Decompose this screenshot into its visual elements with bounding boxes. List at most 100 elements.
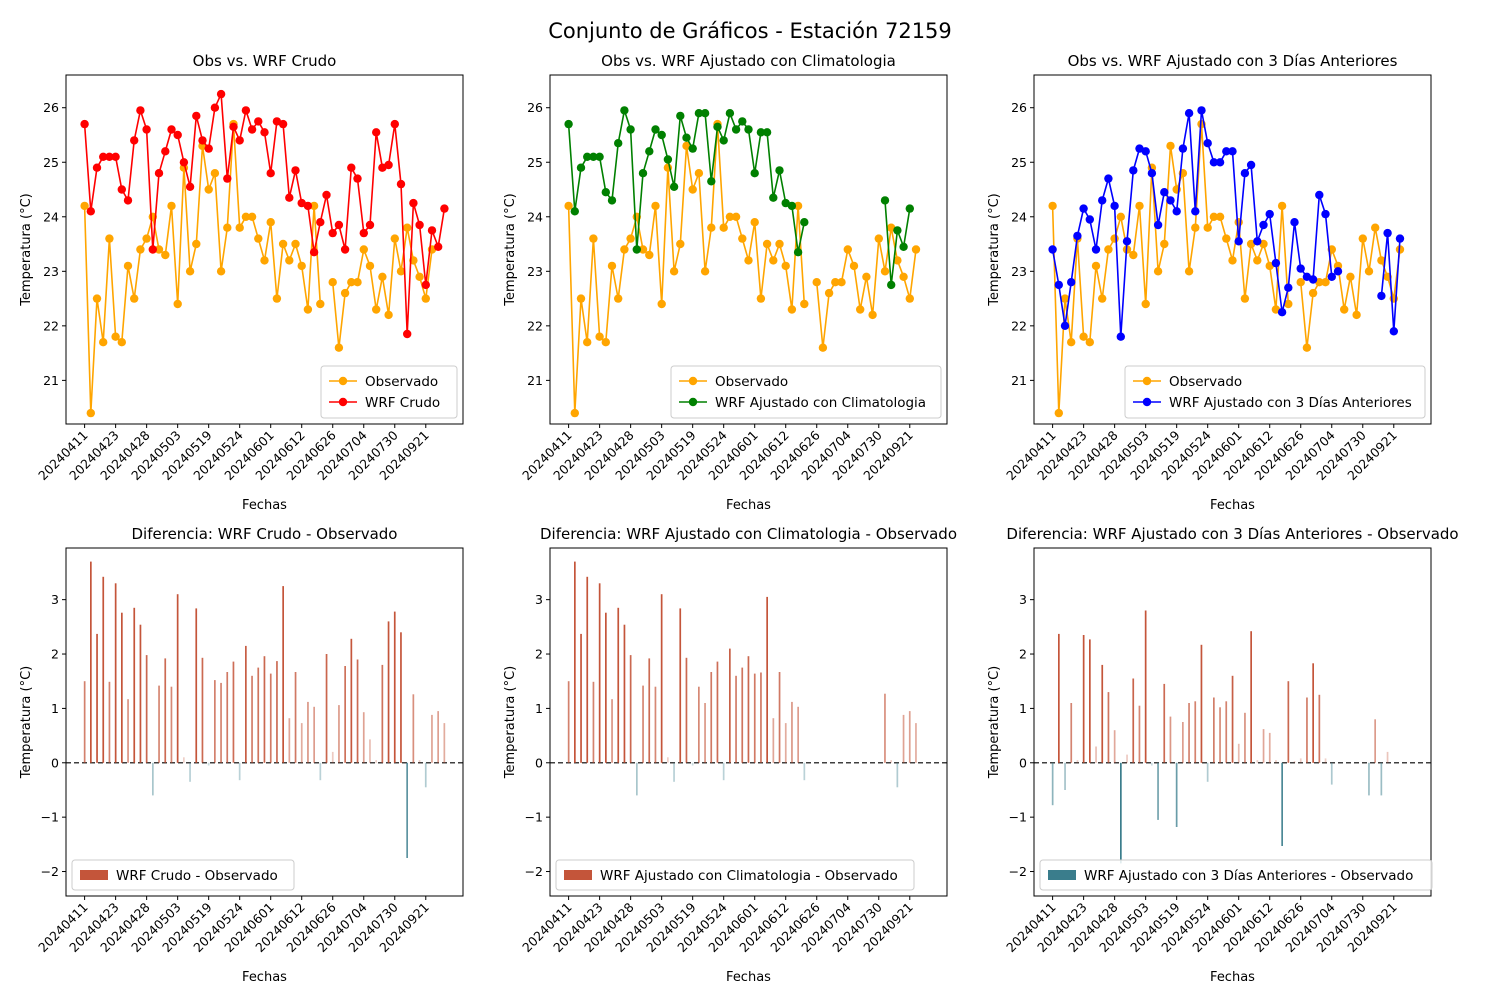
bar [1225, 701, 1228, 763]
data-point [415, 272, 424, 281]
data-point [266, 169, 275, 178]
data-point [421, 294, 430, 303]
bar [437, 711, 439, 763]
legend-box [320, 365, 458, 419]
data-point [421, 280, 430, 290]
data-point [856, 305, 865, 314]
data-point [396, 179, 406, 189]
y-axis-label: Temperatura (°C) [987, 666, 1002, 779]
data-point [651, 201, 660, 211]
data-point [607, 196, 617, 205]
bar [1188, 703, 1190, 763]
data-point [899, 272, 908, 281]
bar [722, 762, 725, 781]
data-point [781, 261, 790, 271]
data-point [1104, 245, 1113, 254]
bar [884, 693, 886, 763]
bar [158, 685, 160, 763]
data-point [1246, 160, 1256, 170]
data-point [285, 193, 294, 202]
data-point [372, 305, 381, 314]
data-point [1085, 215, 1095, 224]
data-point [185, 182, 195, 191]
bar [145, 655, 148, 763]
bar [704, 703, 706, 763]
bar [1076, 760, 1079, 763]
bar [580, 633, 582, 763]
data-point [800, 218, 809, 227]
data-point [105, 234, 114, 243]
bar [102, 576, 105, 763]
bar [1244, 712, 1246, 763]
bar [245, 645, 247, 763]
data-point [1184, 267, 1194, 276]
data-point [148, 245, 157, 254]
data-point [707, 223, 716, 232]
data-point [1364, 267, 1374, 276]
data-point [1166, 196, 1175, 205]
data-point [99, 152, 108, 161]
data-point [378, 272, 387, 281]
bar [1101, 664, 1104, 763]
data-point [1290, 218, 1299, 227]
data-point [1110, 234, 1119, 243]
data-point [322, 190, 331, 200]
data-point [1340, 305, 1349, 314]
data-point [167, 201, 176, 211]
y-tick-label: 25 [43, 155, 59, 170]
data-point [136, 245, 145, 254]
data-point [303, 305, 313, 314]
bar [667, 757, 669, 763]
data-point [1240, 169, 1250, 178]
data-point [254, 234, 263, 243]
bar [232, 661, 235, 763]
data-point [266, 218, 275, 227]
bar [220, 682, 222, 763]
data-point [210, 103, 220, 112]
bar [1126, 754, 1128, 763]
data-point [229, 122, 238, 131]
data-point [403, 329, 412, 339]
data-point [1209, 158, 1219, 167]
bar [617, 607, 620, 763]
data-point [601, 338, 610, 347]
data-point [105, 152, 114, 161]
bar [1175, 762, 1178, 827]
data-point [185, 267, 195, 276]
bar [1064, 762, 1066, 790]
bar [574, 561, 576, 763]
legend-marker [1142, 376, 1152, 386]
data-point [1389, 327, 1399, 336]
data-point [340, 245, 350, 254]
data-point [1228, 147, 1237, 156]
data-point [235, 223, 244, 232]
data-point [403, 223, 412, 232]
y-tick-label: 2 [51, 647, 59, 662]
data-point [241, 212, 251, 221]
data-point [1166, 141, 1175, 151]
bar [1095, 746, 1097, 763]
data-point [92, 163, 102, 172]
data-point [1129, 166, 1138, 175]
bar [1138, 705, 1141, 763]
data-point [1315, 190, 1324, 200]
bar [660, 594, 663, 763]
data-point [700, 267, 710, 276]
data-point [868, 310, 877, 320]
bar [766, 596, 768, 763]
bar [716, 661, 719, 763]
data-point [893, 226, 902, 235]
data-point [570, 207, 579, 216]
y-tick-label: 22 [43, 318, 59, 333]
data-point [92, 294, 102, 303]
data-point [1116, 332, 1126, 341]
data-point [1060, 321, 1070, 330]
data-point [1253, 256, 1262, 265]
data-point [347, 278, 356, 287]
data-point [123, 196, 133, 205]
legend-label: WRF Crudo - Observado [116, 868, 278, 884]
data-point [1073, 231, 1082, 241]
legend-label: Observado [715, 374, 788, 390]
bar [648, 658, 651, 763]
bar [443, 723, 446, 763]
